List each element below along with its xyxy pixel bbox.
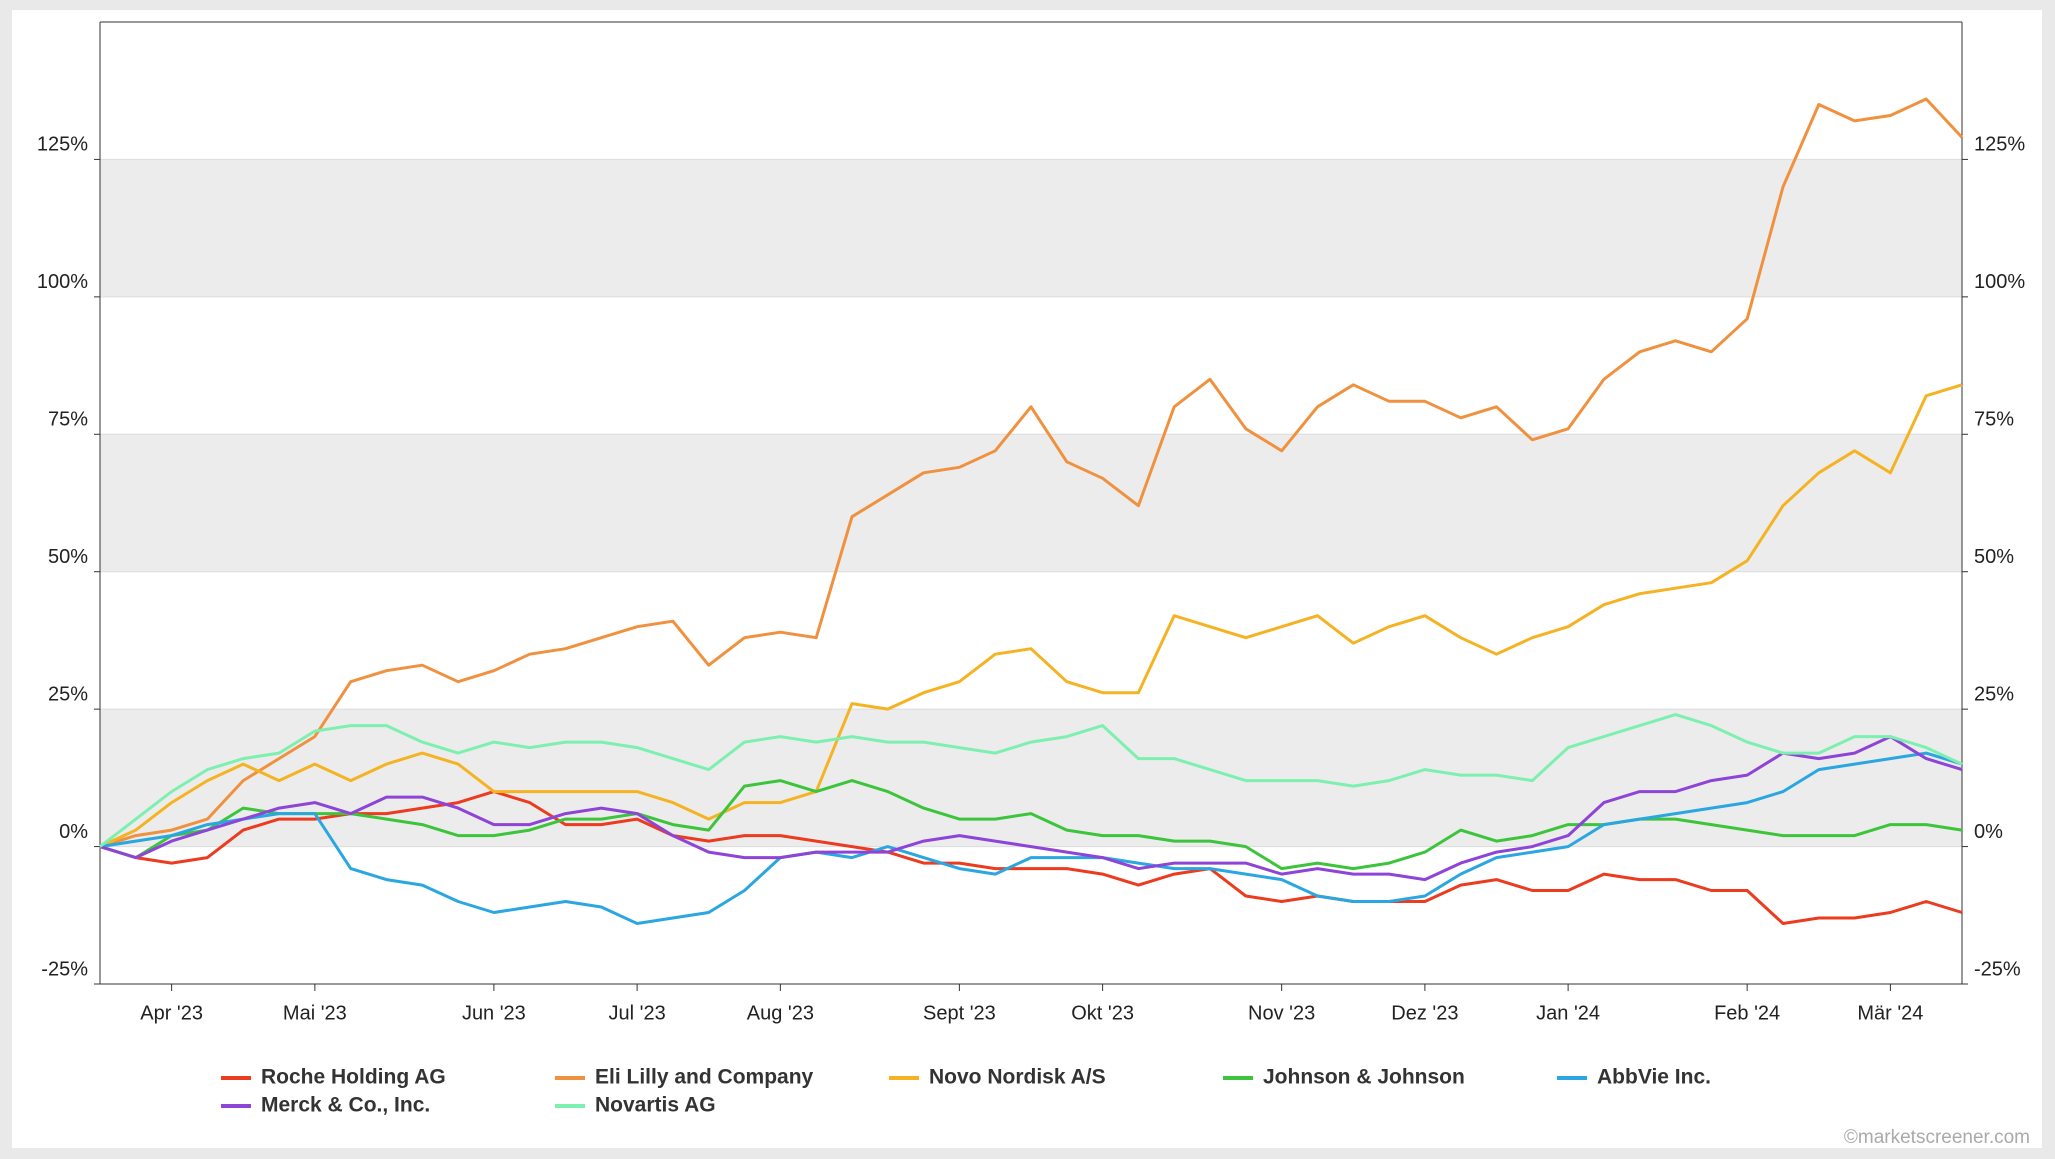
x-tick-label: Jun '23 bbox=[462, 1002, 526, 1024]
x-tick-label: Jan '24 bbox=[1536, 1002, 1600, 1024]
x-tick-label: Feb '24 bbox=[1714, 1002, 1780, 1024]
grid-band bbox=[100, 159, 1962, 297]
y-tick-label: 125% bbox=[37, 134, 88, 156]
x-tick-label: Mai '23 bbox=[283, 1002, 347, 1024]
x-tick-label: Okt '23 bbox=[1071, 1002, 1134, 1024]
credit: ©marketscreener.com bbox=[1844, 1127, 2030, 1148]
series-line bbox=[99, 779, 1963, 871]
y-tick-label: 50% bbox=[48, 546, 88, 568]
x-tick-label: Aug '23 bbox=[747, 1002, 814, 1024]
series-line bbox=[99, 383, 1963, 848]
legend-label: Johnson & Johnson bbox=[1263, 1066, 1465, 1089]
x-tick-label: Sept '23 bbox=[923, 1002, 996, 1024]
y-tick-label: 0% bbox=[59, 821, 88, 843]
x-tick-label: Nov '23 bbox=[1248, 1002, 1315, 1024]
series-line bbox=[99, 97, 1964, 849]
series-line bbox=[99, 790, 1963, 925]
y-tick-label: 25% bbox=[48, 683, 88, 705]
x-tick-label: Jul '23 bbox=[609, 1002, 666, 1024]
y2-tick-label: -25% bbox=[1974, 958, 2021, 980]
legend-label: Eli Lilly and Company bbox=[595, 1066, 814, 1089]
y-tick-label: 100% bbox=[37, 271, 88, 293]
y2-tick-label: 100% bbox=[1974, 271, 2025, 293]
legend-label: Novo Nordisk A/S bbox=[929, 1066, 1106, 1089]
series-line bbox=[99, 751, 1963, 925]
legend-label: Merck & Co., Inc. bbox=[261, 1094, 430, 1117]
x-tick-label: Mär '24 bbox=[1857, 1002, 1923, 1024]
grid-band bbox=[100, 709, 1962, 847]
y2-tick-label: 0% bbox=[1974, 821, 2003, 843]
y2-tick-label: 75% bbox=[1974, 409, 2014, 431]
y2-tick-label: 25% bbox=[1974, 683, 2014, 705]
y-tick-label: 75% bbox=[48, 409, 88, 431]
series-line bbox=[99, 713, 1963, 848]
legend-label: AbbVie Inc. bbox=[1597, 1066, 1711, 1089]
legend-label: Roche Holding AG bbox=[261, 1066, 446, 1089]
y-tick-label: -25% bbox=[41, 958, 88, 980]
x-tick-label: Apr '23 bbox=[140, 1002, 203, 1024]
y2-tick-label: 125% bbox=[1974, 134, 2025, 156]
y2-tick-label: 50% bbox=[1974, 546, 2014, 568]
grid-band bbox=[100, 434, 1962, 572]
x-tick-label: Dez '23 bbox=[1391, 1002, 1458, 1024]
series-line bbox=[99, 735, 1963, 882]
legend-label: Novartis AG bbox=[595, 1094, 716, 1117]
